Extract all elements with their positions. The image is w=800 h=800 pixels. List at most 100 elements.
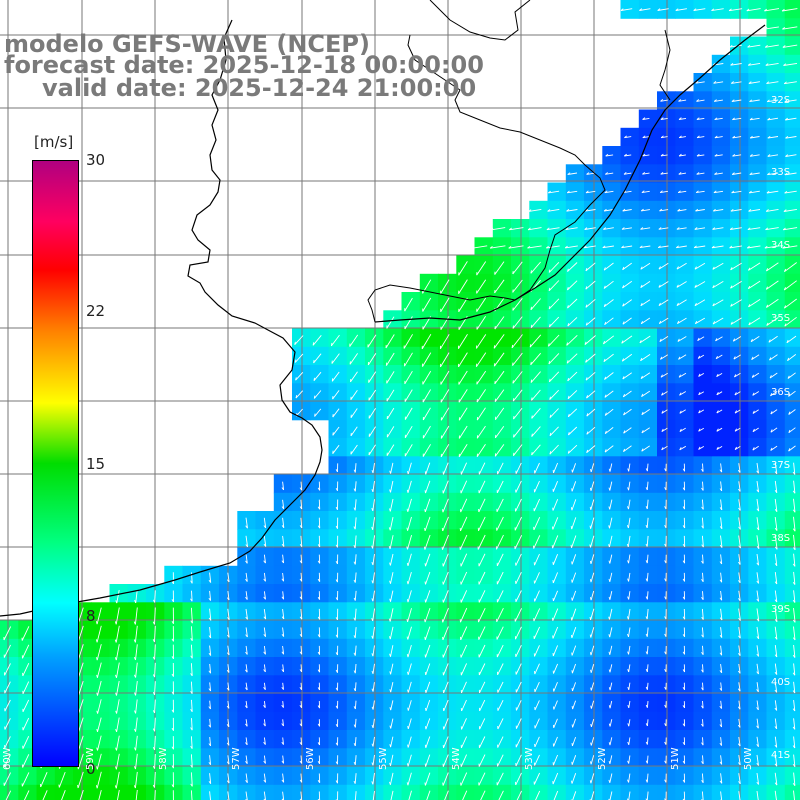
wind-arrow-head [719,561,723,565]
wind-arrow-head [299,798,302,800]
wind-arrow-head [190,637,193,641]
lon-label-51w: 51W [670,747,681,770]
wind-arrow-head [701,651,704,655]
wind-arrow [422,370,432,385]
wind-arrow-head [660,356,663,360]
wind-arrow [372,590,375,602]
wind-arrow-head [696,153,700,157]
wind-arrow-head [626,616,629,620]
wind-arrow-head [114,785,117,789]
wind-arrow-head [765,227,769,231]
wind-arrow [766,298,779,308]
wind-arrow [227,572,230,583]
wind-arrow [604,372,614,380]
wind-arrow-head [622,208,626,212]
wind-arrow-head [677,338,680,342]
wind-arrow [609,773,613,783]
wind-arrow [533,608,541,622]
wind-arrow-head [603,358,606,362]
wind-arrow-head [792,490,796,494]
wind-arrow [747,245,761,249]
wind-arrow-head [729,245,733,249]
wind-arrow [134,607,138,625]
wind-arrow [738,535,741,549]
wind-arrow-head [424,636,426,640]
wind-arrow-head [406,599,409,603]
wind-arrow [22,681,30,694]
wind-arrow-head [774,546,778,550]
wind-arrow [734,391,741,396]
wind-arrow-head [627,669,630,673]
wind-arrow [571,626,577,639]
wind-arrow-head [698,391,701,396]
wind-arrow [407,462,412,475]
wind-arrow [515,645,522,657]
wind-arrow [443,718,449,730]
wind-arrow-head [792,581,796,585]
wind-arrow-head [263,705,266,708]
wind-arrow [460,498,468,513]
wind-arrow [571,517,577,530]
wind-arrow [701,517,704,529]
wind-arrow [793,498,796,513]
wind-arrow [720,608,723,621]
wind-arrow-head [682,651,685,655]
wind-arrow [774,718,778,729]
wind-arrow-head [784,190,788,194]
wind-arrow-head [388,527,391,531]
wind-arrow-head [389,636,391,640]
wind-arrow [78,699,84,714]
wind-arrow [426,790,431,800]
wind-arrow-head [639,340,642,344]
field-cell [346,328,366,348]
wind-arrow-head [714,117,718,120]
wind-arrow-head [424,563,426,567]
coastline [0,19,323,617]
wind-arrow-head [263,669,266,673]
wind-arrow [793,480,796,494]
wind-arrow-head [676,266,679,270]
wind-arrow-head [608,687,611,691]
wind-arrow-head [738,617,741,621]
wind-arrow [585,371,596,381]
wind-arrow-head [133,657,136,661]
wind-arrow [509,227,524,231]
wind-arrow [494,370,505,385]
wind-arrow [515,462,522,474]
wind-arrow [677,209,687,212]
wind-arrow [300,535,303,547]
wind-arrow-head [627,686,630,690]
wind-arrow [404,297,413,312]
wind-arrow-head [114,657,117,661]
wind-arrow-head [693,245,697,249]
wind-arrow [793,681,796,694]
wind-arrow-head [658,266,661,270]
wind-arrow-head [388,618,391,622]
wind-arrow-head [627,560,630,564]
wind-arrow [4,736,11,749]
wind-arrow-head [565,227,569,230]
wind-arrow-head [737,706,741,710]
wind-arrow [785,136,797,139]
wind-arrow [696,117,705,120]
wind-arrow [135,789,138,800]
wind-arrow-head [585,286,588,290]
wind-arrow [602,245,614,249]
wind-arrow [590,608,595,621]
wind-arrow-head [608,705,611,709]
wind-arrow-head [489,246,493,249]
wind-arrow [425,553,431,567]
wind-arrow [738,608,741,621]
wind-arrow-head [732,338,736,342]
wind-arrow [478,772,486,786]
wind-arrow [571,499,577,511]
wind-arrow-head [527,245,531,249]
wind-arrow-head [641,393,644,397]
wind-arrow-head [96,710,99,714]
wind-arrow-head [585,267,588,272]
wind-arrow [442,516,449,532]
wind-arrow-head [627,760,630,764]
wind-arrow [227,755,230,765]
wind-arrow [389,535,394,550]
wind-arrow-head [714,153,718,157]
